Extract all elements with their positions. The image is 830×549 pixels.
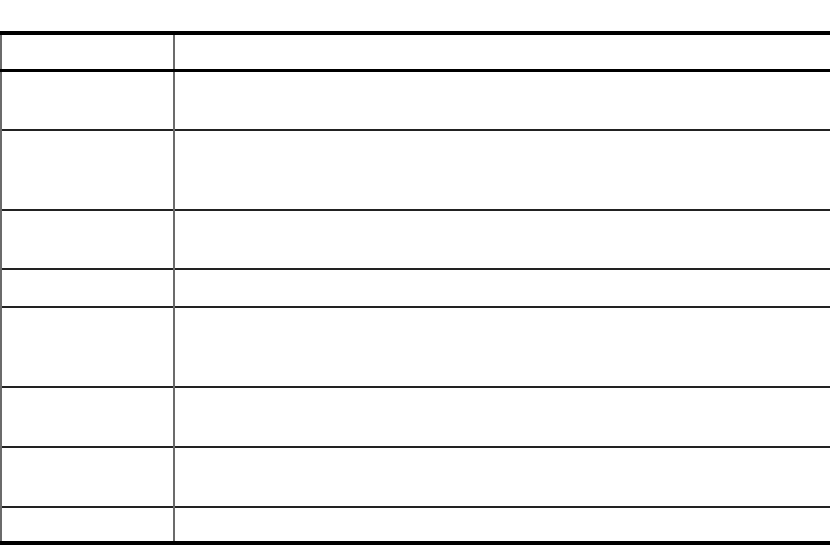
- table-row: [0, 305, 830, 387]
- table-cell: [0, 208, 174, 269]
- table-cell: [0, 505, 174, 545]
- table-row: [0, 385, 830, 447]
- table-row: [0, 208, 830, 269]
- table-cell: [0, 267, 174, 307]
- table-cell: [173, 69, 830, 130]
- table-cell: [173, 208, 830, 269]
- table-row: [0, 128, 830, 210]
- table-cell: [173, 267, 830, 307]
- table-cell: [0, 69, 174, 130]
- table-cell: [173, 385, 830, 447]
- header-row: [0, 31, 830, 72]
- header-cell: [173, 31, 830, 72]
- header-cell: [0, 31, 174, 72]
- table-cell: [0, 305, 174, 387]
- table-cell: [0, 128, 174, 210]
- empty-table: [0, 31, 830, 545]
- table-row: [0, 69, 830, 130]
- table-cell: [173, 445, 830, 507]
- table-cell: [0, 385, 174, 447]
- table-cell: [173, 505, 830, 545]
- table-row: [0, 445, 830, 507]
- table-cell: [173, 305, 830, 387]
- table-row: [0, 267, 830, 307]
- table-cell: [173, 128, 830, 210]
- table-row: [0, 505, 830, 545]
- table-cell: [0, 445, 174, 507]
